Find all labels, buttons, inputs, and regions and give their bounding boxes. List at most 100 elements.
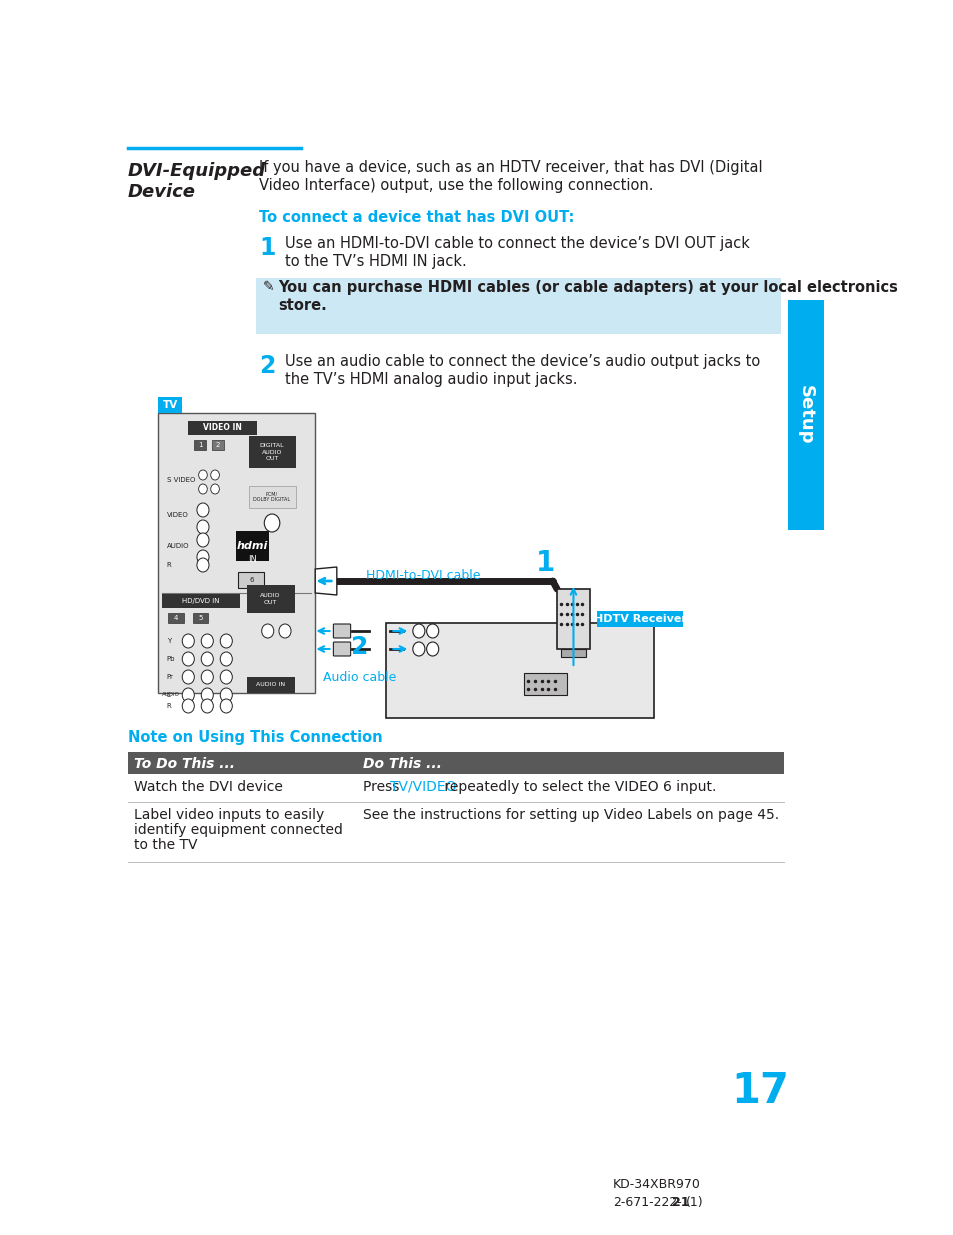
FancyBboxPatch shape [557,589,589,650]
Text: ✎: ✎ [262,280,274,294]
Circle shape [196,520,209,534]
FancyBboxPatch shape [255,278,780,333]
Circle shape [278,624,291,638]
Text: AUDIO: AUDIO [161,693,179,698]
Text: to the TV’s HDMI IN jack.: to the TV’s HDMI IN jack. [285,254,466,269]
Text: AUDIO IN: AUDIO IN [255,683,285,688]
Text: (1): (1) [685,1195,702,1209]
Text: Y: Y [167,638,171,643]
FancyBboxPatch shape [386,622,653,718]
FancyBboxPatch shape [524,673,567,695]
Text: TV: TV [162,400,177,410]
Circle shape [220,671,233,684]
Text: 2: 2 [259,354,275,378]
Polygon shape [314,567,336,595]
Circle shape [201,699,213,713]
Text: S VIDEO: S VIDEO [167,477,194,483]
Text: 5: 5 [198,615,202,621]
FancyBboxPatch shape [597,611,682,627]
Text: PCM/
DOLBY DIGITAL: PCM/ DOLBY DIGITAL [253,492,291,503]
Text: L: L [167,692,171,698]
Text: Use an HDMI-to-DVI cable to connect the device’s DVI OUT jack: Use an HDMI-to-DVI cable to connect the … [285,236,749,251]
Text: See the instructions for setting up Video Labels on page 45.: See the instructions for setting up Vide… [362,808,778,823]
Circle shape [426,642,438,656]
FancyBboxPatch shape [560,650,585,657]
FancyBboxPatch shape [333,624,351,638]
FancyBboxPatch shape [128,752,783,774]
Text: R: R [167,703,172,709]
Circle shape [196,503,209,517]
Circle shape [261,624,274,638]
Text: hdmi: hdmi [236,541,268,551]
Text: IN: IN [248,555,256,563]
FancyBboxPatch shape [188,421,257,435]
Text: AUDIO
OUT: AUDIO OUT [260,593,280,605]
FancyBboxPatch shape [787,300,823,530]
Text: VIDEO: VIDEO [167,513,189,517]
FancyBboxPatch shape [235,531,269,561]
Text: KD-34XBR970: KD-34XBR970 [613,1178,700,1191]
Circle shape [196,558,209,572]
FancyBboxPatch shape [194,440,206,450]
Circle shape [413,624,424,638]
FancyBboxPatch shape [247,585,294,613]
Text: 21: 21 [671,1195,689,1209]
Text: the TV’s HDMI analog audio input jacks.: the TV’s HDMI analog audio input jacks. [285,372,577,387]
Text: DVI-Equipped: DVI-Equipped [128,162,266,180]
Text: DIGITAL
AUDIO
OUT: DIGITAL AUDIO OUT [259,443,284,461]
Circle shape [220,652,233,666]
Text: to the TV: to the TV [133,839,197,852]
Text: 2: 2 [351,635,369,659]
Text: Setup: Setup [796,385,814,445]
Circle shape [220,634,233,648]
Text: Pr: Pr [167,674,173,680]
Circle shape [198,471,207,480]
Text: HDTV Receiver: HDTV Receiver [593,614,686,624]
Text: VIDEO IN: VIDEO IN [203,424,242,432]
FancyBboxPatch shape [238,572,264,588]
Text: 1: 1 [198,442,202,448]
Text: 1: 1 [536,550,555,577]
Text: You can purchase HDMI cables (or cable adapters) at your local electronics: You can purchase HDMI cables (or cable a… [278,280,897,295]
Circle shape [201,671,213,684]
Text: store.: store. [278,298,327,312]
FancyBboxPatch shape [162,594,240,608]
Text: Note on Using This Connection: Note on Using This Connection [128,730,382,745]
Text: To Do This ...: To Do This ... [133,757,234,771]
Text: Do This ...: Do This ... [362,757,441,771]
FancyBboxPatch shape [158,412,314,693]
Circle shape [182,699,194,713]
Text: identify equipment connected: identify equipment connected [133,823,342,837]
FancyBboxPatch shape [247,677,294,693]
FancyBboxPatch shape [169,613,184,622]
Circle shape [220,688,233,701]
Circle shape [201,634,213,648]
Text: AUDIO: AUDIO [167,543,189,550]
FancyBboxPatch shape [158,396,182,412]
Text: HDMI-to-DVI cable: HDMI-to-DVI cable [366,569,480,582]
Text: 2-671-222-: 2-671-222- [613,1195,681,1209]
Circle shape [220,699,233,713]
Text: 6: 6 [249,577,253,583]
Text: 2: 2 [215,442,219,448]
Text: Pb: Pb [167,656,175,662]
Text: If you have a device, such as an HDTV receiver, that has DVI (Digital: If you have a device, such as an HDTV re… [259,161,761,175]
Circle shape [182,634,194,648]
Text: Use an audio cable to connect the device’s audio output jacks to: Use an audio cable to connect the device… [285,354,760,369]
Circle shape [196,550,209,564]
Text: Device: Device [128,183,195,201]
Circle shape [198,484,207,494]
Circle shape [201,652,213,666]
FancyBboxPatch shape [249,436,296,468]
Text: Press: Press [362,781,403,794]
Text: R: R [167,562,172,568]
FancyBboxPatch shape [212,440,223,450]
Circle shape [182,652,194,666]
Text: HD/DVD IN: HD/DVD IN [182,598,220,604]
Circle shape [211,484,219,494]
Circle shape [182,688,194,701]
Text: 17: 17 [730,1070,788,1112]
Text: repeatedly to select the VIDEO 6 input.: repeatedly to select the VIDEO 6 input. [440,781,716,794]
Text: Watch the DVI device: Watch the DVI device [133,781,282,794]
Text: 1: 1 [259,236,275,261]
